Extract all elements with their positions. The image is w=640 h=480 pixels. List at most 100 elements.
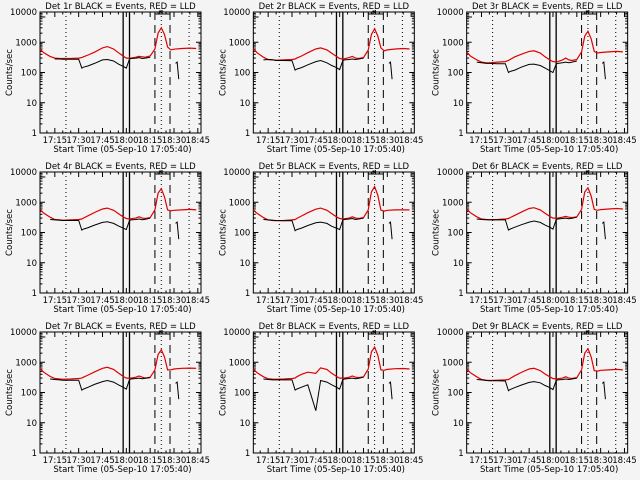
y-tick-label: 1 xyxy=(32,289,37,299)
x-tick-label: 18:00 xyxy=(114,296,139,306)
x-tick-label: 17:30 xyxy=(66,296,91,306)
x-axis-label: Start Time (05-Sep-10 17:05:40) xyxy=(267,465,405,475)
chart-panel-3r: Det 3r BLACK = Events, RED = LLD 1 10 100 10… xyxy=(432,2,637,155)
y-axis-label: Counts/sec xyxy=(5,49,15,96)
y-tick-label: 100 xyxy=(21,229,37,239)
x-tick-label: 18:45 xyxy=(612,456,637,466)
x-tick-label: 18:45 xyxy=(186,296,211,306)
x-tick-label: 17:30 xyxy=(493,456,517,466)
x-tick-label: 18:45 xyxy=(399,136,424,146)
y-tick-label: 1000 xyxy=(442,358,464,368)
bracket-marker xyxy=(154,170,171,175)
events-series-fragment xyxy=(388,61,393,80)
y-tick-label: 100 xyxy=(447,69,463,79)
chart-panel-8r: Det 8r BLACK = Events, RED = LLD 1 10 100 10… xyxy=(218,322,423,475)
y-tick-label: 10000 xyxy=(10,168,37,178)
x-tick-label: 17:15 xyxy=(43,456,68,466)
x-tick-label: 18:30 xyxy=(162,136,187,146)
x-tick-label: 18:45 xyxy=(186,136,211,146)
x-tick-label: 17:45 xyxy=(90,296,115,306)
y-tick-label: 1 xyxy=(458,129,463,139)
y-tick-label: 10000 xyxy=(437,168,464,178)
events-series-fragment xyxy=(388,221,393,240)
events-series-fragment xyxy=(175,61,180,80)
x-tick-label: 18:15 xyxy=(351,456,376,466)
y-tick-label: 100 xyxy=(447,229,463,239)
y-tick-label: 1000 xyxy=(229,358,251,368)
x-tick-label: 17:15 xyxy=(256,136,281,146)
x-tick-label: 17:15 xyxy=(256,456,281,466)
y-tick-label: 1 xyxy=(32,449,37,459)
events-series-line xyxy=(50,377,151,391)
lld-series-line xyxy=(39,26,197,60)
y-tick-label: 1000 xyxy=(229,38,251,48)
x-tick-label: 17:45 xyxy=(304,296,329,306)
x-tick-label: 17:30 xyxy=(280,296,305,306)
x-axis-label: Start Time (05-Sep-10 17:05:40) xyxy=(267,305,405,315)
chart-title: Det 3r BLACK = Events, RED = LLD xyxy=(472,2,623,12)
x-tick-label: 17:15 xyxy=(469,136,494,146)
x-tick-label: 17:15 xyxy=(469,296,494,306)
x-tick-label: 18:15 xyxy=(351,136,376,146)
plot-frame xyxy=(252,11,415,134)
events-series-line xyxy=(263,376,364,411)
y-tick-label: 1000 xyxy=(15,358,37,368)
y-tick-label: 10 xyxy=(26,99,37,109)
y-tick-label: 100 xyxy=(447,389,463,399)
bracket-marker xyxy=(368,330,384,335)
bracket-marker xyxy=(581,10,597,15)
x-tick-label: 18:30 xyxy=(588,296,613,306)
lld-series-line xyxy=(39,187,197,221)
x-axis-label: Start Time (05-Sep-10 17:05:40) xyxy=(53,465,191,475)
y-tick-label: 10000 xyxy=(10,328,37,338)
chart-panel-2r: Det 2r BLACK = Events, RED = LLD 1 10 100 10… xyxy=(218,2,423,155)
y-tick-label: 10000 xyxy=(223,8,250,18)
lld-series-line xyxy=(39,348,197,380)
bracket-marker xyxy=(368,10,384,15)
x-tick-label: 18:15 xyxy=(351,296,376,306)
x-axis-label: Start Time (05-Sep-10 17:05:40) xyxy=(480,465,618,475)
events-series-fragment xyxy=(388,381,393,400)
events-series-fragment xyxy=(175,221,180,240)
y-tick-label: 10 xyxy=(26,419,37,429)
lld-series-line xyxy=(252,345,410,380)
x-tick-label: 18:30 xyxy=(162,456,187,466)
chart-title: Det 5r BLACK = Events, RED = LLD xyxy=(259,162,410,172)
x-tick-label: 17:30 xyxy=(66,456,91,466)
x-tick-label: 18:30 xyxy=(375,296,400,306)
y-tick-label: 10000 xyxy=(437,8,464,18)
bracket-marker xyxy=(154,330,171,335)
plot-frame xyxy=(466,331,629,454)
x-tick-label: 17:45 xyxy=(304,136,329,146)
x-tick-label: 18:00 xyxy=(541,456,566,466)
x-tick-label: 17:45 xyxy=(517,296,542,306)
x-tick-label: 18:45 xyxy=(399,456,424,466)
y-tick-label: 100 xyxy=(234,229,250,239)
x-tick-label: 18:30 xyxy=(375,136,400,146)
events-series-line xyxy=(476,377,577,392)
x-axis-label: Start Time (05-Sep-10 17:05:40) xyxy=(267,145,405,155)
events-series-line xyxy=(54,56,151,69)
y-axis-label: Counts/sec xyxy=(218,49,228,96)
chart-title: Det 4r BLACK = Events, RED = LLD xyxy=(45,162,196,172)
y-tick-label: 1000 xyxy=(15,38,37,48)
plot-frame xyxy=(252,171,415,294)
x-tick-label: 17:15 xyxy=(256,296,281,306)
plot-frame xyxy=(466,171,629,294)
x-tick-label: 18:00 xyxy=(327,456,352,466)
y-axis-label: Counts/sec xyxy=(5,369,15,416)
y-tick-label: 1000 xyxy=(442,198,464,208)
x-tick-label: 18:45 xyxy=(399,296,424,306)
x-tick-label: 18:30 xyxy=(375,456,400,466)
x-tick-label: 18:00 xyxy=(327,296,352,306)
y-axis-label: Counts/sec xyxy=(432,49,442,96)
lld-series-line xyxy=(252,185,410,222)
lld-series-line xyxy=(466,30,623,64)
x-tick-label: 17:15 xyxy=(43,136,68,146)
events-series-line xyxy=(476,216,577,231)
x-tick-label: 18:45 xyxy=(612,296,637,306)
x-tick-label: 18:15 xyxy=(565,456,590,466)
y-tick-label: 10 xyxy=(453,419,464,429)
chart-panel-7r: Det 7r BLACK = Events, RED = LLD 1 10 100 10… xyxy=(5,322,210,475)
